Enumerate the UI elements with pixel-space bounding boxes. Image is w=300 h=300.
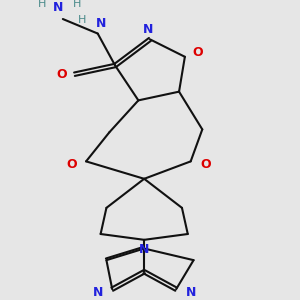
Text: H: H [77, 16, 86, 26]
Text: H: H [73, 0, 81, 10]
Text: H: H [38, 0, 46, 10]
Text: N: N [185, 286, 196, 298]
Text: N: N [92, 286, 103, 298]
Text: O: O [200, 158, 211, 171]
Text: N: N [139, 244, 149, 256]
Text: O: O [56, 68, 67, 81]
Text: O: O [66, 158, 77, 171]
Text: N: N [95, 17, 106, 30]
Text: O: O [193, 46, 203, 59]
Text: N: N [53, 2, 64, 14]
Text: N: N [143, 23, 154, 36]
